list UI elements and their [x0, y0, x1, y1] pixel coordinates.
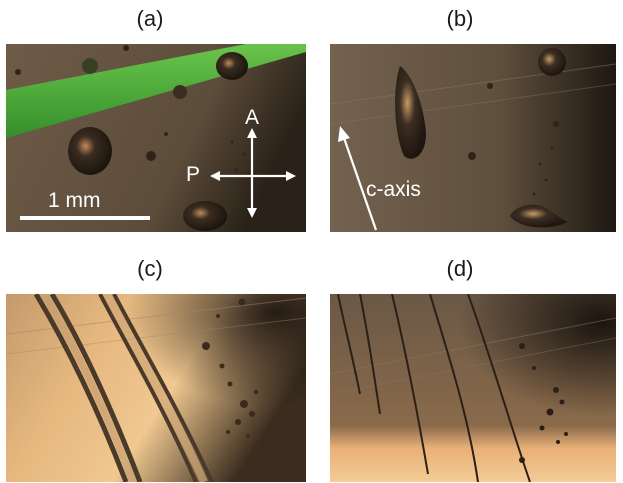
panel-label-c: (c) [137, 256, 163, 281]
polarizer-analyzer-arrows-icon [210, 128, 296, 218]
panel-b-micrograph: c-axis [330, 44, 616, 232]
scale-bar [20, 216, 150, 220]
panel-label-a: (a) [136, 6, 164, 31]
polarizer-label: P [186, 163, 201, 186]
scale-bar-label: 1 mm [48, 189, 101, 212]
c-axis-arrow-icon [338, 126, 378, 231]
panel-c-micrograph [6, 294, 306, 482]
panel-label-d: (d) [446, 256, 474, 281]
analyzer-label: A [245, 106, 260, 129]
panel-a-micrograph: 1 mm A P [6, 44, 306, 232]
panel-d-micrograph [330, 294, 616, 482]
panel-label-b: (b) [446, 6, 474, 31]
c-axis-label: c-axis [366, 178, 421, 201]
